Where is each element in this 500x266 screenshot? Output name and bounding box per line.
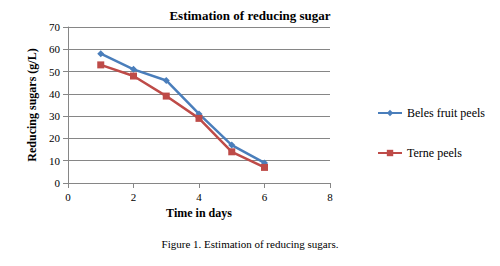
svg-text:2: 2 [131, 191, 137, 203]
svg-text:6: 6 [262, 191, 268, 203]
svg-text:0: 0 [65, 191, 71, 203]
svg-text:Beles fruit peels: Beles fruit peels [407, 106, 485, 120]
svg-text:Terne peels: Terne peels [407, 146, 462, 160]
svg-text:30: 30 [49, 110, 61, 122]
svg-text:8: 8 [327, 191, 333, 203]
svg-text:Time in days: Time in days [166, 206, 232, 220]
svg-text:60: 60 [49, 43, 61, 55]
svg-text:Figure 1. Estimation of reduci: Figure 1. Estimation of reducing sugars. [162, 238, 339, 250]
svg-text:0: 0 [55, 177, 61, 189]
svg-text:10: 10 [49, 155, 61, 167]
svg-text:50: 50 [49, 66, 61, 78]
svg-text:40: 40 [49, 88, 61, 100]
svg-text:70: 70 [49, 21, 61, 33]
svg-text:4: 4 [196, 191, 202, 203]
svg-text:20: 20 [49, 132, 61, 144]
svg-text:Reducing sugars (g/L): Reducing sugars (g/L) [25, 48, 39, 161]
svg-text:Estimation of reducing sugar: Estimation of reducing sugar [169, 8, 330, 23]
